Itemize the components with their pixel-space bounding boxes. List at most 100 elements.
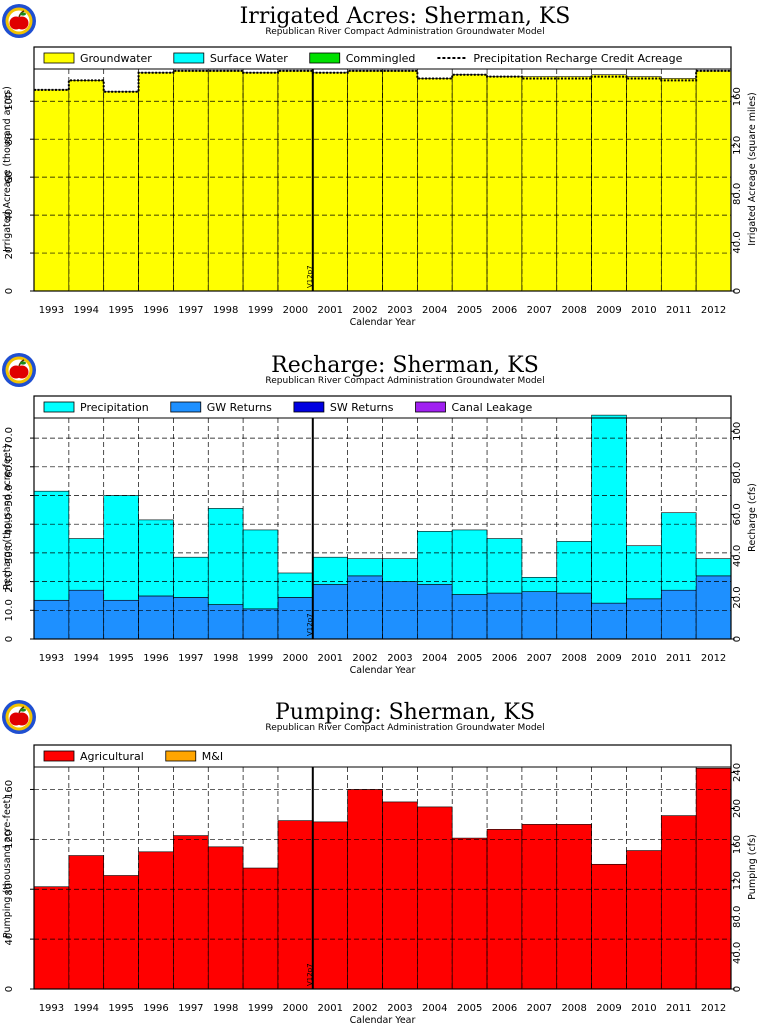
logo-apple-right	[15, 16, 29, 30]
bar-gw-returns	[591, 602, 627, 640]
y2-tick-label: 120	[732, 871, 743, 890]
logo-apple-right	[15, 365, 29, 379]
bar-precipitation	[382, 558, 418, 582]
bar-agricultural	[242, 867, 279, 990]
x-tick-label: 2003	[387, 305, 412, 316]
y2-tick-label: 20.0	[732, 586, 743, 608]
bar-groundwater	[626, 76, 662, 292]
bar-groundwater	[591, 74, 627, 292]
bar-agricultural	[68, 855, 104, 990]
x-tick-label: 1997	[178, 653, 203, 664]
legend-label: Precipitation Recharge Credit Acreage	[473, 52, 682, 65]
bar-gw-returns	[451, 594, 488, 640]
bar-precipitation	[660, 512, 697, 591]
bar-agricultural	[660, 815, 697, 990]
x-tick-label: 2001	[317, 305, 342, 316]
legend-label: Groundwater	[80, 52, 152, 65]
bar-agricultural	[103, 875, 139, 990]
bar-precipitation	[695, 558, 732, 577]
x-tick-label: 2006	[492, 1003, 517, 1014]
y2-tick-label: 160	[732, 87, 743, 106]
x-tick-label: 2004	[422, 305, 447, 316]
logo-apple-icon	[2, 4, 36, 38]
legend-label: Commingled	[346, 52, 416, 65]
x-tick-label: 2000	[283, 653, 308, 664]
logo-leaf	[20, 361, 26, 365]
y-tick-label: 80	[4, 883, 15, 896]
y2-tick-label: 160	[732, 835, 743, 854]
x-tick-label: 2008	[561, 305, 586, 316]
x-tick-label: 1998	[213, 653, 238, 664]
bar-agricultural	[417, 806, 453, 990]
x-tick-label: 1993	[39, 305, 64, 316]
y-tick-label: 0	[4, 636, 15, 642]
x-tick-label: 1999	[248, 653, 273, 664]
bar-agricultural	[486, 829, 523, 990]
x-tick-label: 1998	[213, 305, 238, 316]
y-tick-label: 20.0	[4, 570, 15, 592]
bar-agricultural	[138, 851, 174, 990]
bar-precipitation	[277, 572, 314, 598]
bar-precipitation	[68, 538, 104, 591]
x-tick-label: 2007	[527, 305, 552, 316]
x-tick-label: 2010	[631, 305, 656, 316]
x-tick-label: 2010	[631, 1003, 656, 1014]
legend-swatch	[165, 750, 197, 762]
y-tick-label: 160	[4, 780, 15, 799]
plot-frame	[33, 395, 732, 640]
x-tick-label: 1996	[143, 305, 168, 316]
chart-subtitle: Republican River Compact Administration …	[265, 376, 544, 386]
y2-tick-label: 40.0	[732, 545, 743, 567]
bar-gw-returns	[138, 595, 174, 640]
x-tick-label: 2007	[527, 1003, 552, 1014]
bar-groundwater	[138, 72, 174, 292]
y-tick-label: 20	[4, 247, 15, 260]
chart-title: Irrigated Acres: Sherman, KS	[240, 4, 571, 29]
bar-groundwater	[521, 76, 558, 292]
chart-subtitle: Republican River Compact Administration …	[265, 27, 544, 37]
x-tick-label: 2011	[666, 305, 691, 316]
x-axis-label: Calendar Year	[350, 317, 416, 328]
y2-tick-label: 80.0	[732, 462, 743, 484]
bar-agricultural	[451, 837, 488, 990]
y-tick-label: 80	[4, 133, 15, 146]
x-tick-label: 2004	[422, 653, 447, 664]
bar-groundwater	[486, 76, 523, 292]
y2-tick-label: 80.0	[732, 906, 743, 928]
x-axis-label: Calendar Year	[350, 1015, 416, 1024]
x-tick-label: 2009	[596, 653, 621, 664]
bar-agricultural	[626, 850, 662, 990]
legend-label: M&I	[202, 750, 223, 763]
bar-gw-returns	[556, 592, 592, 640]
bar-groundwater	[312, 72, 348, 292]
bar-gw-returns	[277, 597, 314, 640]
bar-groundwater	[417, 78, 453, 292]
x-tick-label: 2009	[596, 1003, 621, 1014]
x-tick-label: 1994	[74, 653, 99, 664]
legend-swatch	[170, 401, 202, 413]
legend-swatch	[43, 52, 75, 64]
x-tick-label: 2008	[561, 1003, 586, 1014]
bar-agricultural	[312, 821, 348, 990]
legend-swatch	[309, 52, 341, 64]
bar-precipitation	[417, 531, 453, 585]
x-tick-label: 2009	[596, 305, 621, 316]
x-tick-label: 1994	[74, 305, 99, 316]
x-tick-label: 1993	[39, 1003, 64, 1014]
bar-precipitation	[103, 495, 139, 601]
bar-agricultural	[556, 824, 592, 990]
x-tick-label: 1995	[108, 653, 133, 664]
y-tick-label: 10.0	[4, 599, 15, 621]
y-tick-label: 100	[4, 92, 15, 111]
y2-axis-label: Recharge (cfs)	[747, 483, 758, 552]
x-tick-label: 2010	[631, 653, 656, 664]
bar-precipitation	[521, 576, 558, 592]
y2-tick-label: 40.0	[732, 942, 743, 964]
y2-tick-label: 0	[732, 636, 743, 642]
x-tick-label: 2002	[352, 653, 377, 664]
logo-apple-icon	[2, 353, 36, 387]
bar-groundwater	[173, 70, 209, 292]
bar-gw-returns	[347, 575, 383, 640]
bar-groundwater	[207, 70, 244, 292]
